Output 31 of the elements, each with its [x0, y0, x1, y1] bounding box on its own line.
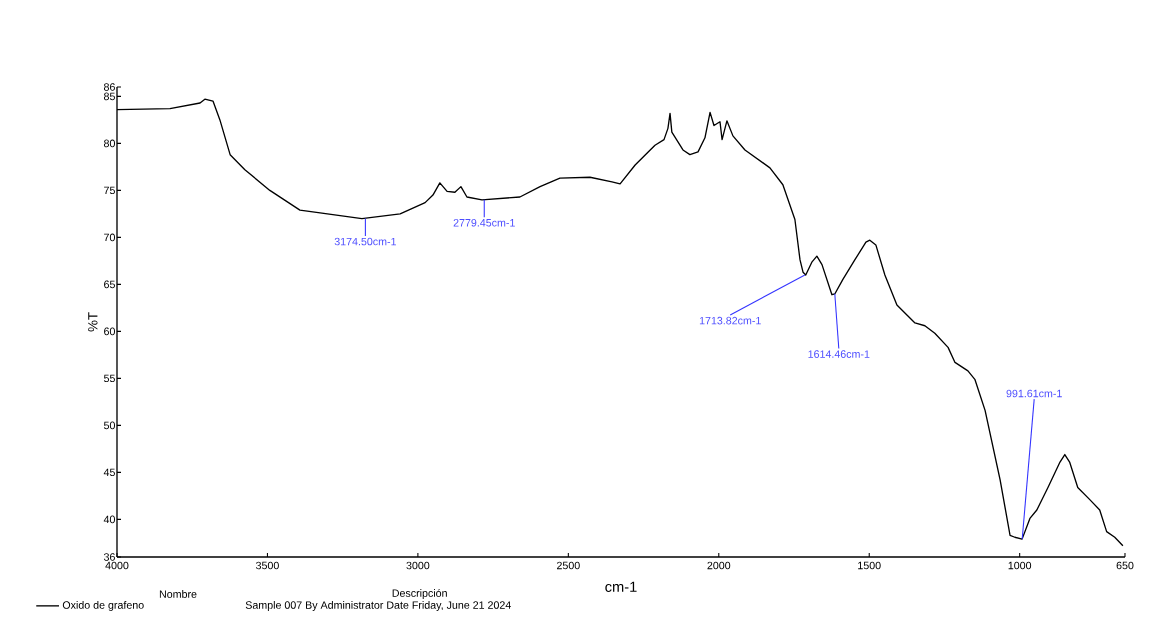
x-tick-label: 4000 [105, 561, 129, 570]
text: Descripción [392, 588, 447, 600]
y-tick-label: 45 [103, 468, 115, 477]
y-tick-label: 75 [104, 186, 115, 195]
annotation: 1614.46cm-1 [808, 350, 870, 358]
y-tick-label: 55 [103, 374, 115, 383]
annotation: 3174.50cm-1 [334, 237, 396, 246]
annotation: 2779.45cm-1 [453, 219, 515, 227]
x-tick-label: 3000 [406, 561, 430, 570]
legend-label: Oxido de grafeno [62, 600, 144, 611]
y-tick-label: 85 [103, 92, 115, 101]
x-tick-label: 2000 [707, 561, 731, 570]
y-tick-label: 40 [103, 515, 115, 524]
y-tick-label: 36 [103, 553, 115, 561]
y-tick-label: 65 [104, 280, 115, 289]
x-tick-label: 1000 [1008, 561, 1032, 570]
y-tick-label: 86 [103, 83, 115, 91]
x-tick-label: 650 [1116, 561, 1134, 570]
y-tick-label: 70 [104, 233, 115, 242]
x-tick-label: 1500 [858, 561, 881, 570]
annotation: 991.61cm-1 [1006, 389, 1062, 398]
x-tick-label: 2500 [557, 561, 580, 570]
y-axis-title: %T [88, 312, 98, 332]
x-axis-title: cm-1 [605, 581, 637, 592]
y-tick-label: 80 [103, 139, 115, 148]
text: Sample 007 By Administrator Date Friday, June 21 2024 [245, 601, 511, 611]
y-tick-label: 50 [103, 421, 115, 430]
x-tick-label: 3500 [255, 561, 279, 570]
y-tick-label: 60 [104, 327, 115, 336]
annotation: 1713.82cm-1 [699, 316, 761, 325]
text: Nombre [159, 590, 197, 598]
